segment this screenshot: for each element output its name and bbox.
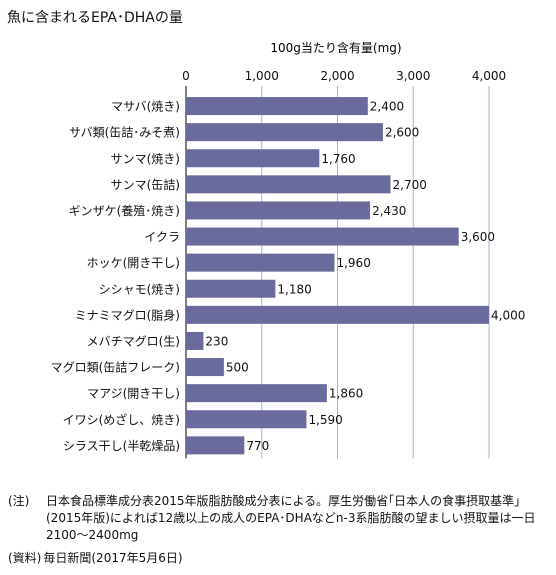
data-label: 1,180 xyxy=(277,282,311,296)
data-label: 500 xyxy=(226,361,249,375)
x-tick-label: 2,000 xyxy=(320,69,354,83)
data-label: 2,400 xyxy=(370,100,404,114)
x-tick-label: 0 xyxy=(182,69,190,83)
category-label: マアジ(開き干し) xyxy=(87,387,180,401)
bar xyxy=(186,331,204,350)
data-label: 1,960 xyxy=(336,256,370,270)
bar-chart: 100g当たり含有量(mg) 0 1,000 2,000 3,000 4,000 マサバ… xyxy=(51,40,525,459)
category-label: シラス干し(半乾燥品) xyxy=(63,439,180,453)
x-tick-label: 3,000 xyxy=(396,69,430,83)
data-label: 3,600 xyxy=(461,230,495,244)
category-label: ギンザケ(養殖･焼き) xyxy=(69,203,180,218)
data-label: 2,700 xyxy=(393,178,427,192)
data-label: 1,860 xyxy=(329,387,363,401)
source-text: 毎日新聞(2017年5月6日) xyxy=(43,551,183,565)
x-axis-label: 100g当たり含有量(mg) xyxy=(270,40,401,55)
bar xyxy=(186,123,383,142)
category-label: マサバ(焼き) xyxy=(111,100,180,114)
bar xyxy=(186,384,327,403)
x-tick-label: 1,000 xyxy=(245,69,279,83)
chart-title: 魚に含まれるEPA･DHAの量 xyxy=(7,10,183,26)
category-label: イワシ(めざし、焼き) xyxy=(63,412,180,427)
source-line: (資料) 毎日新聞(2017年5月6日) xyxy=(8,550,183,567)
source-label: (資料) xyxy=(8,551,42,565)
category-label: サンマ(焼き) xyxy=(111,152,180,166)
category-label: イクラ xyxy=(144,230,180,244)
category-label: サバ類(缶詰･みそ煮) xyxy=(69,125,180,140)
category-label: ホッケ(開き干し) xyxy=(87,256,180,270)
note-label: (注) xyxy=(8,494,30,508)
category-label: マグロ類(缶詰フレーク) xyxy=(51,360,180,375)
data-label: 1,590 xyxy=(308,413,342,427)
bar xyxy=(186,305,489,324)
note-text: 日本食品標準成分表2015年版脂肪酸成分表による。厚生労働省｢日本人の食事摂取基… xyxy=(46,494,536,542)
bar xyxy=(186,149,320,168)
category-label: メバチマグロ(生) xyxy=(87,334,180,348)
data-label: 230 xyxy=(205,334,228,348)
bar xyxy=(186,175,391,194)
bar xyxy=(186,97,368,116)
bar xyxy=(186,279,276,298)
bar xyxy=(186,201,371,220)
data-label: 1,760 xyxy=(321,152,355,166)
x-tick-label: 4,000 xyxy=(472,69,506,83)
data-label: 770 xyxy=(246,439,269,453)
bar xyxy=(186,410,307,429)
category-label: シシャモ(焼き) xyxy=(99,282,180,296)
bar xyxy=(186,436,245,455)
bar xyxy=(186,227,459,246)
bar xyxy=(186,253,335,272)
data-label: 2,430 xyxy=(372,204,406,218)
category-label: ミナミマグロ(脂身) xyxy=(75,307,180,322)
bar xyxy=(186,358,224,377)
data-label: 2,600 xyxy=(385,126,419,140)
data-label: 4,000 xyxy=(491,308,525,322)
category-label: サンマ(缶詰) xyxy=(111,177,180,192)
